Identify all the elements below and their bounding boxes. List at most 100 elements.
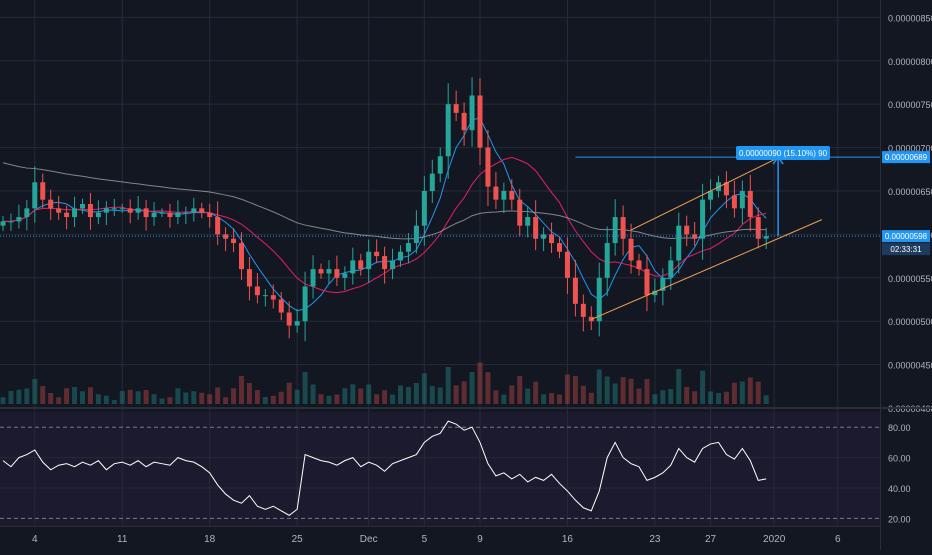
price-tick-label: 0.00000650 xyxy=(888,187,932,197)
volume-bar xyxy=(493,390,499,404)
candle-body xyxy=(564,251,570,278)
candle-body xyxy=(533,217,539,239)
volume-bar xyxy=(549,393,555,404)
volume-bar xyxy=(644,379,650,404)
candle-body xyxy=(286,312,292,326)
candle-body xyxy=(0,221,6,226)
price-tick-label: 0.00000500 xyxy=(888,317,932,327)
volume-bar xyxy=(334,394,340,404)
candle-body xyxy=(215,217,221,235)
target-price-label: 0.00000689 xyxy=(885,153,928,162)
candle-body xyxy=(207,212,213,218)
candle-body xyxy=(461,112,467,131)
volume-bar xyxy=(525,388,531,404)
candle-body xyxy=(342,273,348,278)
candlesticks xyxy=(0,77,769,342)
volume-bar xyxy=(723,391,729,404)
volume-bar xyxy=(72,387,78,404)
volume-bar xyxy=(366,384,372,404)
volume-bar xyxy=(56,397,62,404)
volume-bar xyxy=(588,392,594,404)
candle-body xyxy=(549,234,555,244)
volume-bar xyxy=(564,374,570,404)
candle-body xyxy=(739,190,745,209)
rsi-tick-label: 80.00 xyxy=(888,423,911,433)
measure-label: 0.00000090 (15.10%) 90 xyxy=(739,149,828,158)
volume-bar xyxy=(405,387,411,404)
volume-bar xyxy=(231,388,237,404)
volume-bar xyxy=(48,393,54,404)
rsi-tick-label: 40.00 xyxy=(888,484,911,494)
volume-bar xyxy=(254,390,260,404)
volume-bar xyxy=(382,390,388,404)
price-tick-label: 0.00000550 xyxy=(888,274,932,284)
candle-body xyxy=(692,234,698,239)
volume-bar xyxy=(32,379,38,404)
candle-body xyxy=(127,208,133,213)
volume-bar xyxy=(159,398,165,404)
time-tick-label: 11 xyxy=(117,534,128,545)
volume-bar xyxy=(246,383,252,404)
candle-body xyxy=(16,217,22,222)
candle-body xyxy=(151,212,157,218)
time-tick-label: 5 xyxy=(422,534,428,545)
volume-bar xyxy=(215,387,221,404)
candle-body xyxy=(231,238,237,244)
volume-bar xyxy=(517,376,523,404)
candle-body xyxy=(294,321,300,326)
candle-body xyxy=(80,204,85,209)
candle-body xyxy=(755,217,761,239)
volume-bar xyxy=(199,392,205,404)
candle-body xyxy=(636,260,642,270)
candle-body xyxy=(24,208,30,218)
volume-bar xyxy=(692,391,698,404)
rsi-tick-label: 20.00 xyxy=(888,514,911,524)
volume-bar xyxy=(350,384,356,404)
candle-body xyxy=(326,269,332,274)
volume-bar xyxy=(731,382,737,404)
volume-bar xyxy=(326,395,332,404)
volume-bar xyxy=(716,393,721,404)
candle-body xyxy=(40,182,46,200)
time-tick-label: 4 xyxy=(32,534,38,545)
candle-body xyxy=(405,243,411,252)
candle-body xyxy=(413,225,419,244)
volume-bar xyxy=(207,394,213,404)
volume-bar xyxy=(191,391,197,404)
time-tick-label: 9 xyxy=(477,534,483,545)
volume-bar xyxy=(95,394,101,404)
rsi-indicator xyxy=(2,420,767,516)
drawings[interactable]: 0.00000090 (15.10%) 90 xyxy=(0,146,880,320)
candle-body xyxy=(254,286,260,296)
volume-bar xyxy=(302,372,308,404)
candle-body xyxy=(700,199,706,239)
volume-bar xyxy=(310,384,316,404)
candle-body xyxy=(199,208,205,213)
time-tick-label: 23 xyxy=(649,534,661,545)
time-tick-label: 25 xyxy=(292,534,304,545)
volume-bar xyxy=(119,391,125,404)
time-tick-label: 6 xyxy=(835,534,841,545)
candle-body xyxy=(270,295,276,300)
channel-upper-line xyxy=(630,151,791,231)
volume-bar xyxy=(437,387,443,404)
rsi-line xyxy=(2,420,767,516)
volume-bar xyxy=(80,391,85,404)
volume-bar xyxy=(24,388,30,404)
candle-body xyxy=(676,225,682,261)
volume-bar xyxy=(175,388,181,404)
candle-body xyxy=(310,269,316,287)
candle-body xyxy=(604,243,610,278)
candle-body xyxy=(48,199,54,209)
volume-bar xyxy=(398,385,403,404)
candle-body xyxy=(318,269,324,274)
volume-bar xyxy=(127,389,133,404)
candle-body xyxy=(628,238,634,261)
volume-bar xyxy=(620,377,626,404)
candle-body xyxy=(453,104,459,113)
candle-body xyxy=(32,182,38,209)
volume-bar xyxy=(64,388,70,404)
volume-bar xyxy=(135,391,141,404)
volume-bar xyxy=(390,394,396,404)
